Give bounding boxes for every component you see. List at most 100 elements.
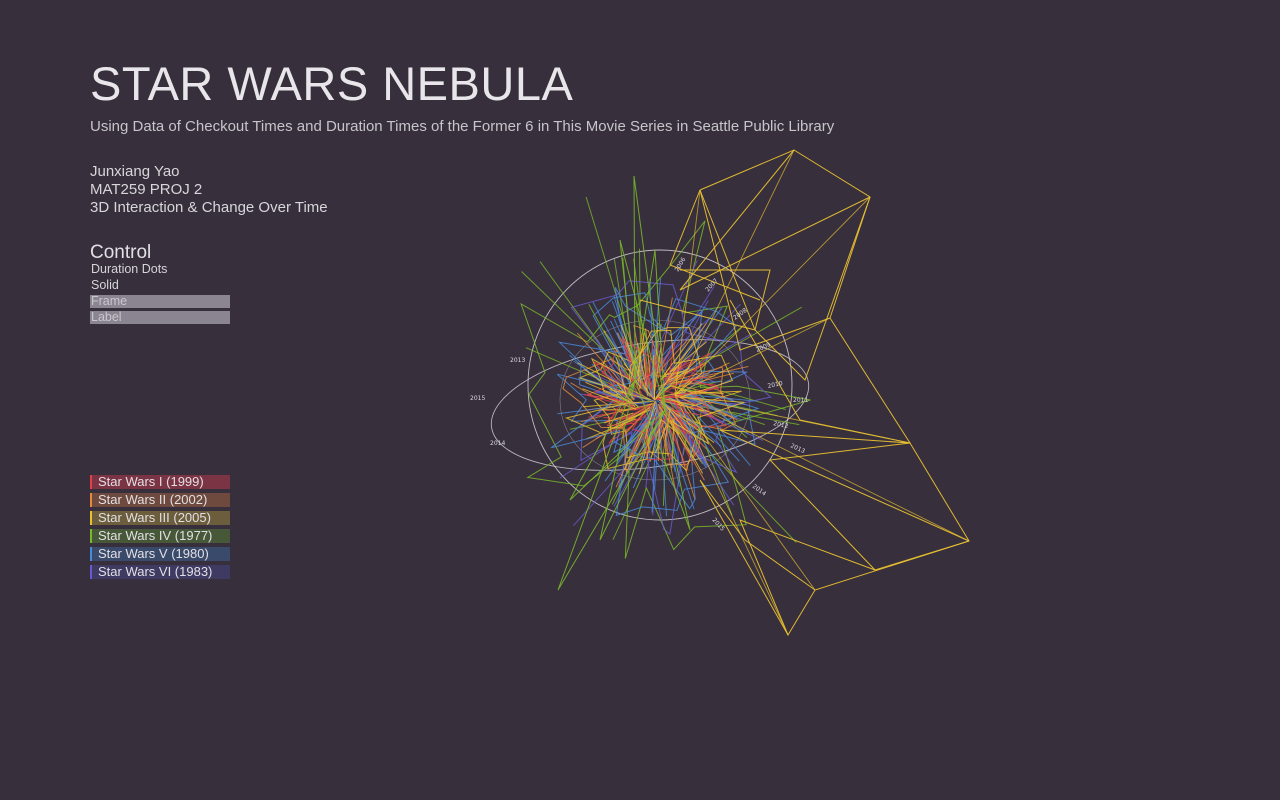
spike-line (674, 317, 831, 396)
control-panel: Duration Dots Solid Frame Label (90, 263, 230, 327)
ring-year-label: 2015 (711, 517, 727, 533)
nebula-spike (634, 249, 666, 411)
nebula-spike (569, 379, 666, 501)
nebula-strand (643, 371, 648, 385)
nebula-strand (658, 406, 677, 495)
nebula-strand (582, 402, 652, 449)
nebula-strand (662, 391, 686, 397)
legend-item-star-wars-vi[interactable]: Star Wars VI (1983) (90, 565, 230, 579)
nebula-strand (642, 400, 656, 449)
legend-item-star-wars-iv[interactable]: Star Wars IV (1977) (90, 529, 230, 543)
nebula-strand (604, 412, 634, 424)
ring-year-label: 2011 (793, 397, 808, 404)
nebula-strand (655, 367, 677, 399)
nebula-strand (596, 339, 628, 399)
star-wars-iii-spikes (639, 149, 970, 637)
ring-year-label: 2008 (732, 307, 749, 322)
nebula-strand (617, 409, 648, 429)
toggle-solid[interactable]: Solid (91, 278, 119, 292)
nebula-strand (659, 286, 715, 373)
nebula-spike (599, 379, 666, 541)
nebula-spike (633, 175, 666, 411)
ring-year-label: 2014 (490, 440, 505, 447)
author-name: Junxiang Yao (90, 163, 180, 180)
nebula-strand (675, 362, 730, 389)
nebula-strand (643, 361, 661, 383)
nebula-strand (670, 385, 698, 395)
control-heading: Control (90, 242, 152, 263)
nebula-strand (675, 411, 702, 456)
nebula-strand (612, 406, 651, 430)
nebula-strand (660, 401, 715, 443)
nebula-strand (645, 340, 655, 383)
page-subtitle: Using Data of Checkout Times and Duratio… (90, 118, 835, 135)
nebula-strand (606, 334, 651, 397)
nebula-strand (615, 356, 628, 398)
nebula-strand (636, 332, 645, 377)
nebula-strand (624, 345, 642, 386)
ring-year-label: 2010 (767, 380, 784, 390)
nebula-strand (654, 425, 668, 453)
spike-frame (639, 269, 771, 331)
nebula-strand (667, 406, 707, 466)
ring-year-label: 2009 (755, 341, 772, 354)
spike-frame (669, 189, 761, 301)
nebula-strand (654, 339, 688, 377)
nebula-strand (605, 364, 624, 405)
nebula-wireframe (520, 175, 811, 591)
spike-line (674, 394, 911, 444)
spike-frame (699, 149, 871, 381)
nebula-strand (663, 402, 703, 430)
nebula-strand (559, 424, 642, 479)
nebula-strand (584, 369, 631, 404)
nebula-strand (658, 403, 695, 510)
nebula-strand (616, 410, 653, 462)
nebula-strand (653, 322, 659, 398)
nebula-strand (645, 401, 656, 489)
nebula-strand (628, 349, 638, 387)
nebula-strand (664, 405, 707, 469)
nebula-strand (664, 366, 749, 386)
toggle-frame[interactable]: Frame (90, 295, 230, 308)
nebula-strand (685, 380, 786, 410)
time-ring (490, 339, 810, 471)
nebula-strand (632, 351, 654, 398)
page-title: STAR WARS NEBULA (90, 57, 574, 110)
spike-line (674, 394, 970, 542)
spike-line (674, 196, 871, 396)
legend-item-star-wars-iii[interactable]: Star Wars III (2005) (90, 511, 230, 525)
nebula-strand (682, 403, 764, 441)
nebula-strand (679, 393, 758, 402)
nebula-frame-polygon (550, 287, 756, 510)
nebula-visualization[interactable]: 2006200720082009201020112012201320142015… (440, 140, 1000, 650)
nebula-spike (619, 239, 666, 411)
nebula-strand (667, 334, 702, 376)
nebula-strand (606, 390, 654, 402)
movie-legend: Star Wars I (1999) Star Wars II (2002) S… (90, 475, 230, 583)
nebula-strand (681, 426, 735, 506)
spike-line (674, 189, 701, 396)
nebula-strand (664, 371, 685, 376)
nebula-strand (666, 406, 686, 431)
spike-frame (699, 479, 816, 636)
nebula-strand (653, 355, 655, 400)
spike-frame (679, 149, 871, 291)
nebula-strand (521, 271, 656, 401)
nebula-strand (655, 401, 669, 457)
legend-item-star-wars-v[interactable]: Star Wars V (1980) (90, 547, 230, 561)
nebula-strand (655, 343, 660, 376)
nebula-strand (582, 388, 637, 410)
author-info: Junxiang Yao MAT259 PROJ 2 3D Interactio… (90, 163, 328, 217)
spike-frame (739, 519, 970, 637)
spike-frame (719, 429, 970, 542)
legend-item-star-wars-ii[interactable]: Star Wars II (2002) (90, 493, 230, 507)
toggle-duration-dots[interactable]: Duration Dots (91, 262, 168, 276)
legend-item-star-wars-i[interactable]: Star Wars I (1999) (90, 475, 230, 489)
nebula-strand (638, 415, 656, 426)
toggle-label[interactable]: Label (90, 311, 230, 324)
nebula-strand (638, 407, 658, 474)
nebula-strand (654, 343, 662, 392)
nebula-strand (666, 407, 696, 501)
nebula-strand (671, 418, 675, 469)
